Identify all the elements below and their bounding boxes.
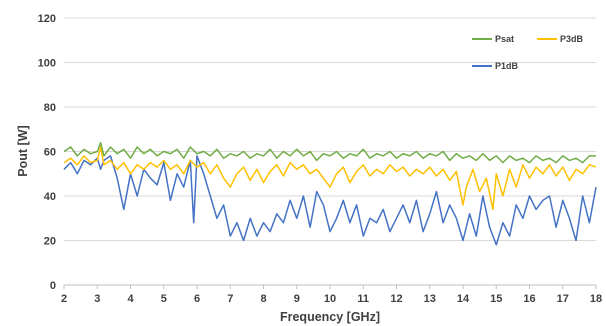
x-tick-label: 10 xyxy=(324,293,336,305)
x-tick-label: 2 xyxy=(61,293,67,305)
x-tick-label: 3 xyxy=(94,293,100,305)
y-tick-label: 40 xyxy=(44,191,56,203)
x-tick-label: 14 xyxy=(457,293,470,305)
legend-label-psat: Psat xyxy=(495,34,514,44)
x-tick-label: 13 xyxy=(424,293,436,305)
x-tick-label: 17 xyxy=(557,293,569,305)
x-axis: 2 3 4 5 6 7 8 9 10 11 12 13 14 15 16 17 18 xyxy=(61,284,602,305)
x-tick-label: 4 xyxy=(127,293,134,305)
x-tick-label: 5 xyxy=(161,293,167,305)
series-line-psat xyxy=(63,141,596,164)
y-axis-title: Pout [W] xyxy=(16,125,30,176)
series-layer xyxy=(63,141,597,246)
legend-label-p3db: P3dB xyxy=(560,34,584,44)
y-tick-label: 20 xyxy=(44,236,56,248)
x-tick-label: 18 xyxy=(590,293,602,305)
legend: Psat P3dB P1dB xyxy=(472,34,584,71)
x-tick-label: 12 xyxy=(390,293,402,305)
x-tick-label: 6 xyxy=(194,293,200,305)
x-tick-label: 16 xyxy=(523,293,535,305)
y-tick-label: 80 xyxy=(44,102,56,114)
y-axis: 0 20 40 60 80 100 120 xyxy=(38,13,56,292)
y-tick-label: 0 xyxy=(50,280,56,292)
x-tick-label: 9 xyxy=(294,293,300,305)
series-line-p1db xyxy=(63,155,597,246)
x-tick-label: 15 xyxy=(490,293,502,305)
y-tick-label: 100 xyxy=(38,58,56,70)
x-tick-label: 8 xyxy=(260,293,266,305)
x-tick-label: 7 xyxy=(227,293,233,305)
series-line-p3db xyxy=(63,146,597,211)
y-tick-label: 120 xyxy=(38,13,56,25)
legend-label-p1db: P1dB xyxy=(495,61,519,71)
x-tick-label: 11 xyxy=(357,293,369,305)
x-axis-title: Frequency [GHz] xyxy=(280,310,380,324)
y-tick-label: 60 xyxy=(44,147,56,159)
